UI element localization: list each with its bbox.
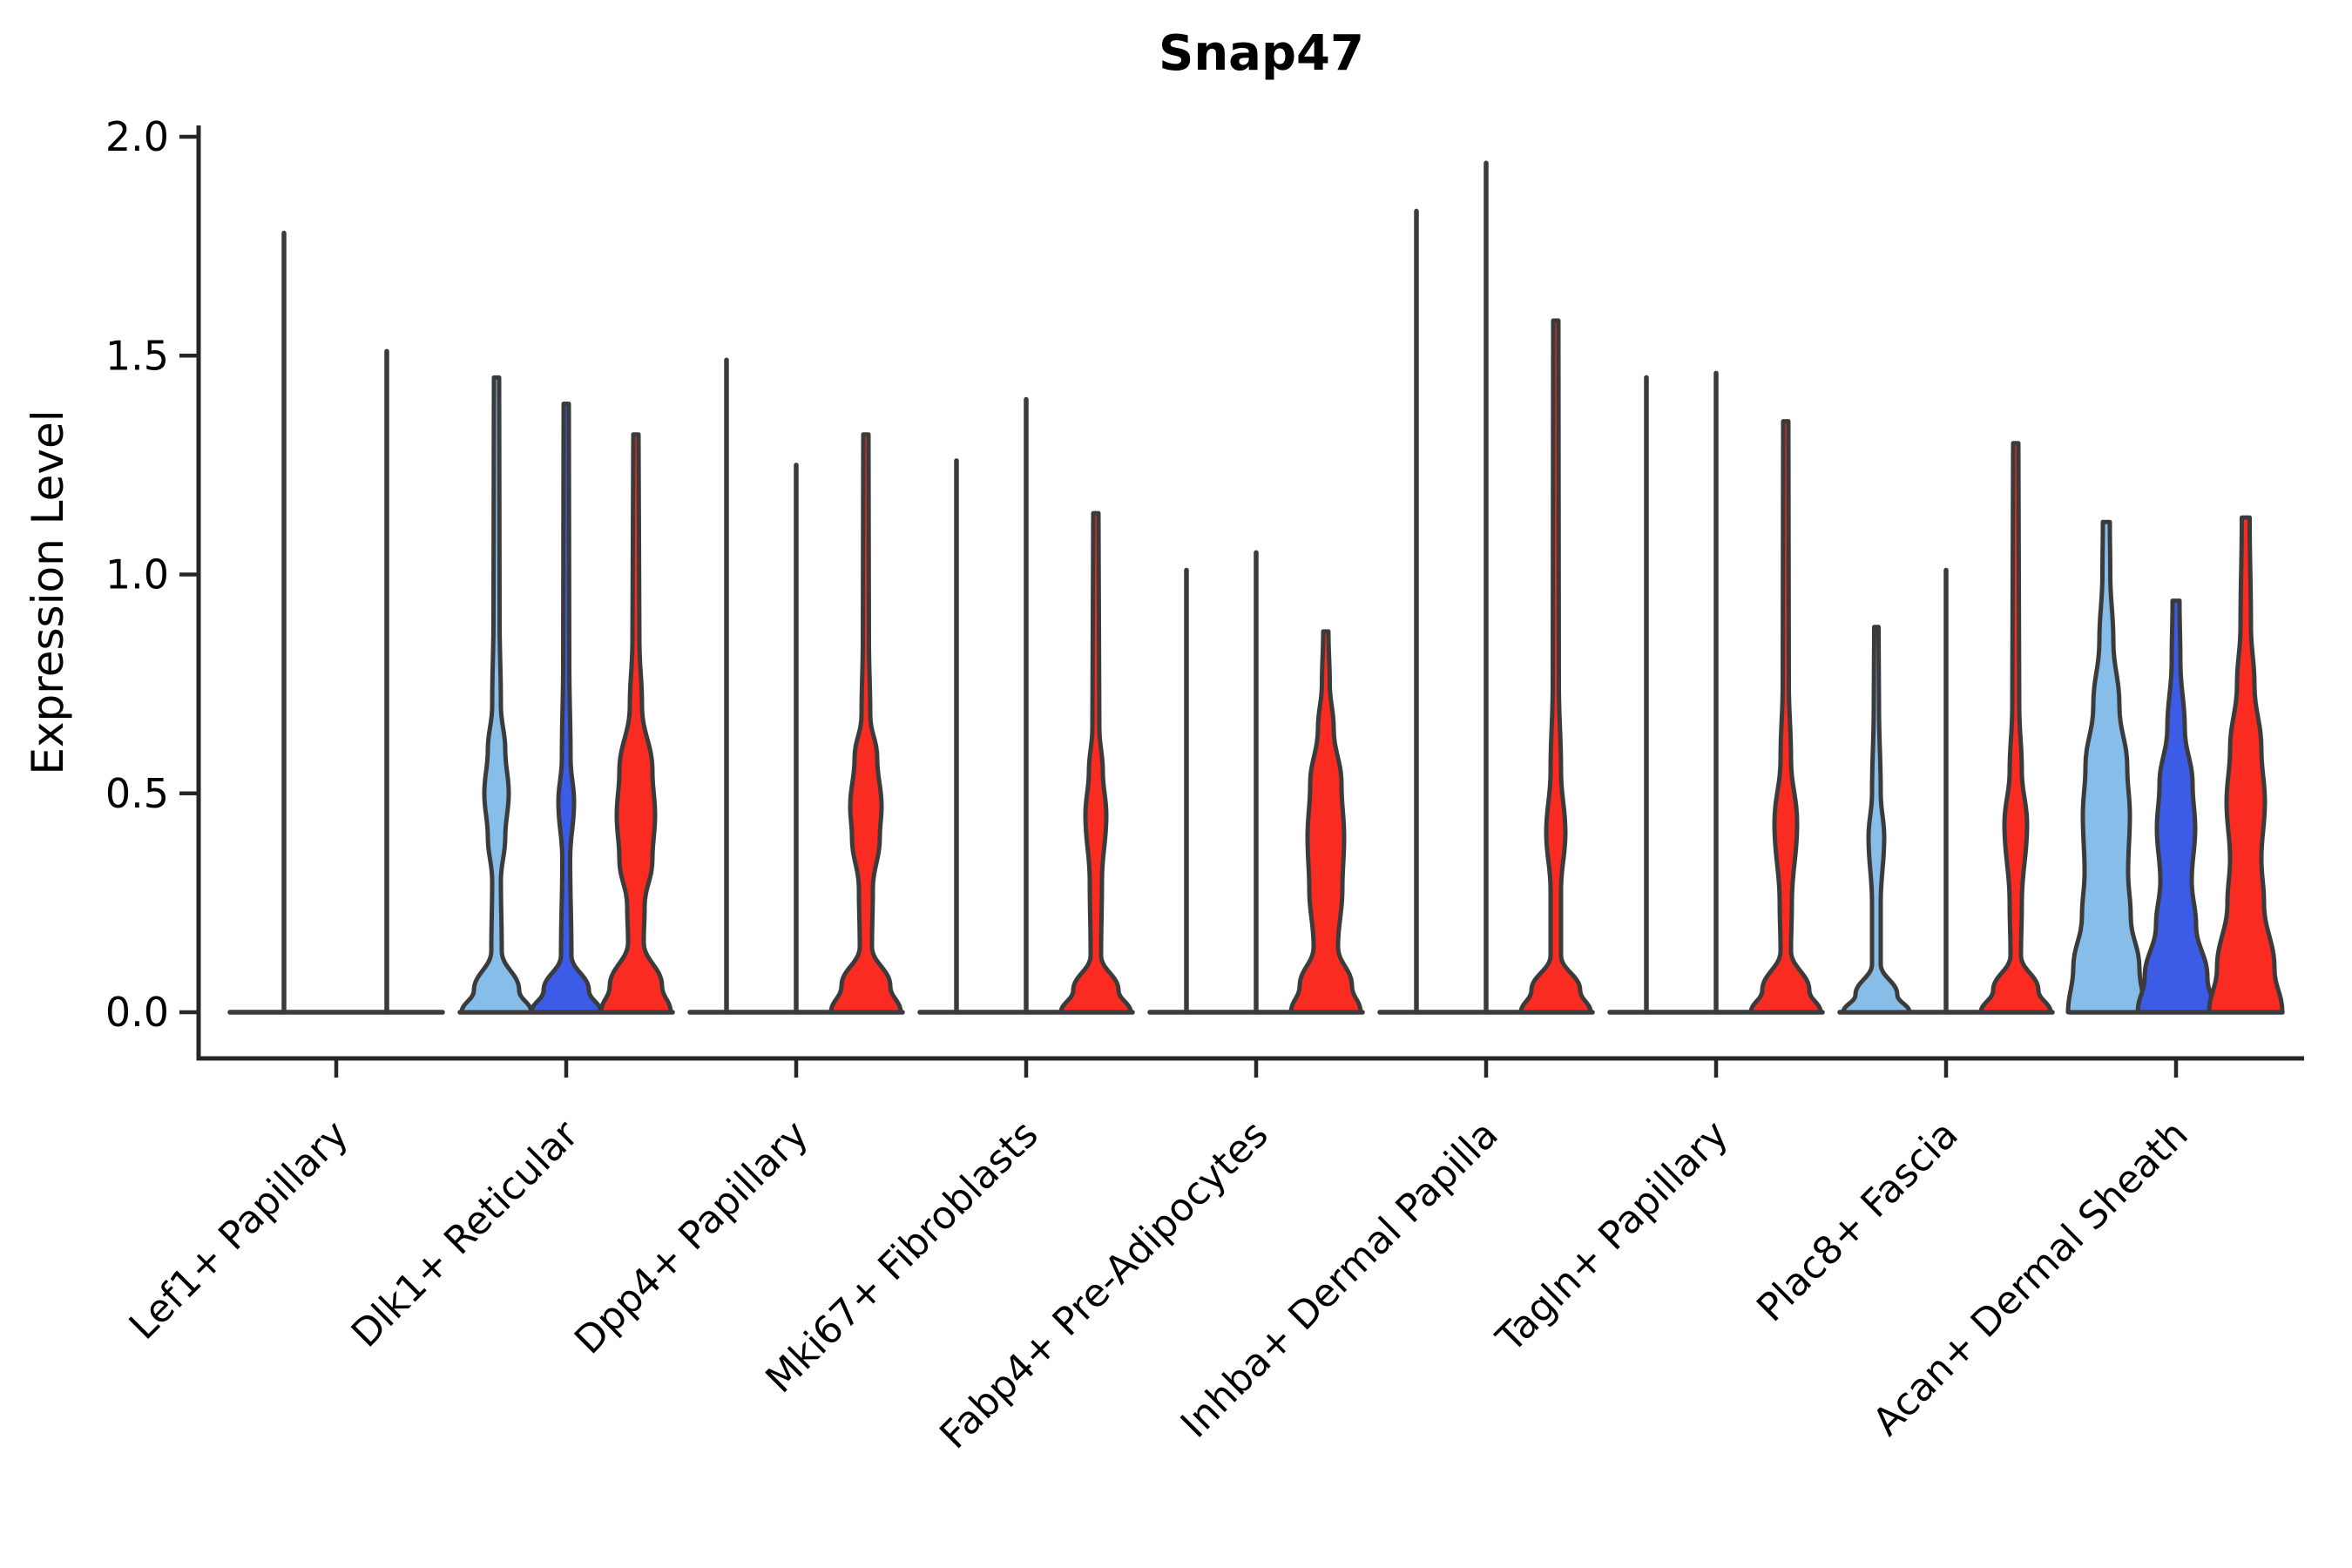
violins-layer: [227, 160, 2285, 1015]
violin-group-acan-dermal-sheath: [2065, 515, 2285, 1015]
y-tick-label: 0.0: [105, 989, 169, 1036]
violin-group-tagln-papillary: [1607, 370, 1825, 1015]
axes: 0.0 0.5 1.0 1.5 2.0: [105, 113, 2304, 1078]
violin-group-dpp4-papillary: [687, 357, 905, 1015]
violin-group-fabp4-pre-adipocytes: [1147, 550, 1365, 1015]
y-tick-label: 2.0: [105, 113, 169, 160]
y-axis-label: Expression Level: [23, 409, 73, 774]
x-tick-label: Dpp4+ Papillary: [566, 1112, 817, 1363]
violin-fabp4-pre-adipocytes-red: [1288, 629, 1363, 1015]
violin-group-inhba-dermal-papilla: [1377, 160, 1595, 1015]
chart-title: Snap47: [1159, 25, 1364, 82]
violin-plac8-fascia-red: [1978, 441, 2053, 1015]
x-tick-label: Lef1+ Papillary: [121, 1112, 357, 1348]
violin-plac8-fascia-light_blue: [1841, 625, 1912, 1015]
violin-group-mki67-fibroblasts: [917, 396, 1135, 1015]
violin-group-dlk1-reticular: [457, 375, 675, 1015]
violin-inhba-dermal-papilla-red: [1518, 318, 1593, 1015]
y-tick-label: 1.5: [105, 332, 169, 379]
x-tick-label: Tagln+ Papillary: [1488, 1112, 1737, 1362]
violin-group-lef1-papillary: [227, 230, 445, 1015]
x-tick-label: Dlk1+ Reticular: [343, 1112, 588, 1356]
violin-dpp4-papillary-red: [828, 432, 903, 1015]
y-tick-label: 1.0: [105, 551, 169, 598]
violin-tagln-papillary-red: [1748, 419, 1823, 1015]
violin-mki67-fibroblasts-red: [1058, 510, 1133, 1015]
violin-dlk1-reticular-red: [598, 432, 673, 1015]
violin-acan-dermal-sheath-blue: [2135, 598, 2217, 1015]
violin-dlk1-reticular-blue: [529, 402, 604, 1015]
violin-group-plac8-fascia: [1837, 441, 2055, 1015]
violin-acan-dermal-sheath-light_blue: [2065, 519, 2147, 1015]
violin-dlk1-reticular-light_blue: [459, 375, 534, 1015]
y-tick-label: 0.5: [105, 770, 169, 817]
x-tick-label: Plac8+ Fascia: [1748, 1112, 1967, 1331]
violin-acan-dermal-sheath-red: [2207, 515, 2285, 1015]
